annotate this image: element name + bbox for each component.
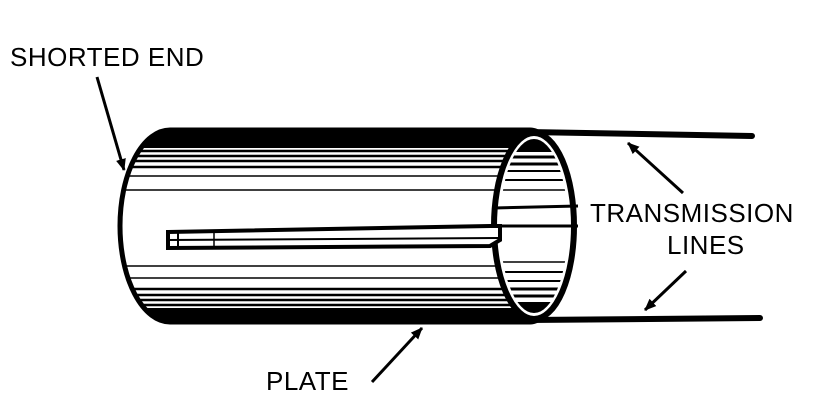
- cylinder-opening: [491, 130, 579, 322]
- body-shading: [120, 130, 550, 322]
- shorted-end-label: SHORTED END: [10, 42, 204, 72]
- lower-line-arrow: [643, 269, 688, 312]
- lower-transmission-line: [525, 315, 763, 323]
- transmission-label: TRANSMISSION: [590, 198, 794, 228]
- transmission-lines: [525, 129, 763, 323]
- plate-arrow: [370, 326, 424, 384]
- plate-slot: [166, 224, 502, 251]
- lines-label: LINES: [667, 230, 745, 260]
- upper-transmission-line: [525, 129, 755, 139]
- cylinder-body: [117, 127, 571, 325]
- pointer-arrows: [95, 76, 688, 384]
- upper-line-arrow: [626, 141, 685, 195]
- plate-label: PLATE: [266, 366, 349, 396]
- shorted-end-arrow: [95, 76, 126, 171]
